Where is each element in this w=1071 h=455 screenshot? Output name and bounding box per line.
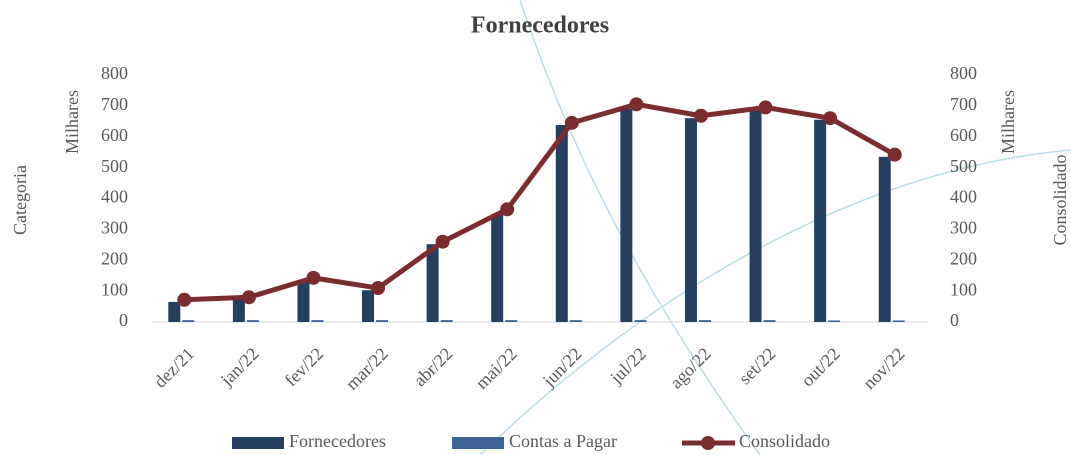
x-tick-label: abr/22	[410, 344, 457, 391]
bar	[505, 320, 518, 322]
bar	[376, 320, 389, 322]
bar	[892, 320, 905, 322]
line-marker	[306, 270, 321, 285]
legend-label: Consolidado	[739, 431, 830, 451]
legend-label: Fornecedores	[289, 431, 386, 451]
bar	[878, 156, 891, 322]
y2-tick-label: 300	[950, 218, 977, 238]
bar	[763, 320, 776, 322]
y2-tick-label: 0	[950, 310, 959, 330]
bar	[569, 320, 582, 322]
line-marker	[500, 202, 515, 217]
y2-tick-label: 500	[950, 156, 977, 176]
y-tick-label: 400	[101, 187, 128, 207]
bar	[749, 110, 762, 322]
y2-tick-label: 800	[950, 63, 977, 83]
bar	[814, 119, 827, 322]
bar	[555, 125, 568, 322]
y-tick-label: 800	[101, 63, 128, 83]
y-tick-label: 500	[101, 156, 128, 176]
y-tick-label: 200	[101, 248, 128, 268]
line-marker	[629, 97, 644, 112]
line-marker	[758, 100, 773, 115]
y2-tick-label: 600	[950, 125, 977, 145]
line-marker	[435, 234, 450, 249]
bar	[297, 281, 310, 322]
line-marker	[693, 108, 708, 123]
y-tick-label: 600	[101, 125, 128, 145]
bar	[311, 320, 324, 322]
x-tick-label: jan/22	[216, 344, 263, 391]
line-marker	[177, 292, 192, 307]
chart-title: Fornecedores	[471, 13, 609, 39]
x-tick-label: set/22	[735, 344, 780, 389]
y-tick-label: 100	[101, 279, 128, 299]
bar	[168, 301, 181, 322]
line-marker	[371, 281, 386, 296]
bar	[491, 213, 504, 322]
legend-swatch	[232, 437, 284, 449]
y-axis-title: Categoria	[10, 165, 30, 235]
line-marker	[564, 115, 579, 130]
legend-label: Contas a Pagar	[509, 431, 617, 451]
bar	[698, 320, 711, 322]
bar	[246, 320, 259, 322]
x-tick-label: jul/22	[606, 344, 651, 389]
y2-axis-title: Consolidado	[1050, 154, 1070, 245]
y-tick-label: 700	[101, 94, 128, 114]
x-tick-label: out/22	[797, 344, 844, 391]
bar	[684, 118, 697, 322]
bar	[362, 290, 375, 322]
x-tick-label: mar/22	[342, 344, 392, 394]
x-tick-label: fev/22	[281, 344, 328, 391]
y2-units: Milhares	[998, 90, 1018, 154]
y-units: Milhares	[62, 90, 82, 154]
bar	[182, 320, 195, 322]
line-marker	[887, 147, 902, 162]
line-marker	[823, 111, 838, 126]
line-marker	[241, 290, 256, 305]
y-tick-label: 300	[101, 218, 128, 238]
bar	[232, 297, 245, 322]
decoration	[479, 149, 1071, 455]
bar	[634, 320, 647, 322]
legend-swatch	[452, 437, 504, 449]
x-tick-label: mai/22	[471, 344, 520, 393]
y2-tick-label: 100	[950, 279, 977, 299]
y-tick-label: 0	[119, 310, 128, 330]
legend-swatch	[701, 436, 715, 450]
decoration	[519, 0, 761, 455]
y2-tick-label: 400	[950, 187, 977, 207]
y2-tick-label: 700	[950, 94, 977, 114]
y2-tick-label: 200	[950, 248, 977, 268]
x-tick-label: dez/21	[150, 344, 198, 392]
bar	[426, 244, 439, 322]
x-tick-label: ago/22	[666, 344, 715, 393]
bar	[440, 320, 453, 322]
bar	[620, 108, 633, 323]
x-tick-label: nov/22	[859, 344, 909, 394]
bar	[828, 320, 841, 322]
line	[184, 101, 896, 303]
